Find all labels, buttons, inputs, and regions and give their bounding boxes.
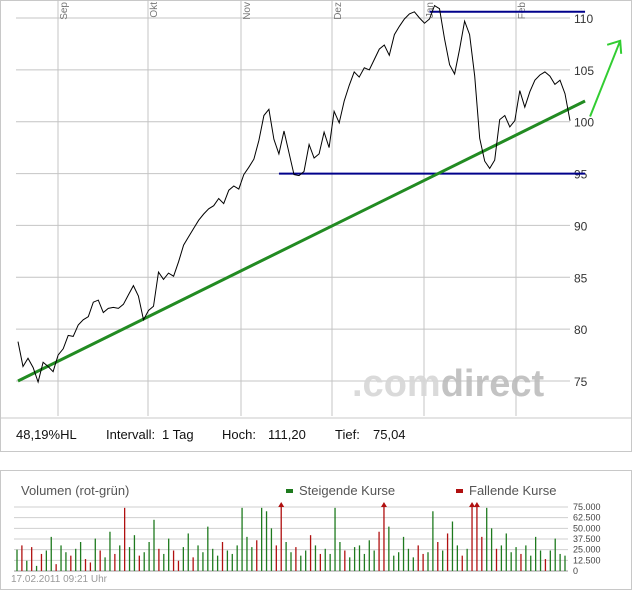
volume-overflow-marker	[278, 502, 285, 507]
logo-com: .com	[352, 363, 441, 405]
high-value: 111,20	[268, 427, 306, 442]
price-tick-label: 85	[574, 271, 588, 285]
price-y-ticks: 7580859095100105110	[574, 12, 594, 389]
month-labels: Sep Okt Nov Dez Jan Feb	[59, 2, 528, 20]
legend-falling-swatch	[456, 489, 463, 493]
month-label: Okt	[149, 2, 160, 18]
volume-tick-label: 50.000	[573, 523, 601, 533]
month-label: Feb	[517, 2, 528, 20]
price-series-line	[17, 4, 571, 384]
price-tick-label: 100	[574, 116, 594, 130]
volume-tick-label: 75.000	[573, 502, 601, 512]
low-value: 75,04	[373, 427, 406, 442]
logo-direct: direct	[441, 363, 545, 405]
month-label: Nov	[242, 2, 253, 20]
price-lines	[17, 4, 623, 384]
volume-overflow-marker	[469, 502, 476, 507]
range-text: 48,19%HL	[16, 427, 77, 442]
volume-tick-label: 62.500	[573, 513, 601, 523]
target-arrow-head	[606, 39, 623, 54]
volume-title: Volumen (rot-grün)	[21, 483, 129, 498]
comdirect-logo: .comdirect	[352, 363, 545, 405]
target-arrow-shaft	[589, 40, 622, 117]
interval-label: Intervall:	[106, 427, 155, 442]
volume-chart-panel: Volumen (rot-grün) Steigende Kurse Falle…	[0, 470, 632, 590]
volume-overflow-marker	[380, 502, 387, 507]
price-grid	[16, 0, 570, 416]
low-label: Tief:	[335, 427, 360, 442]
month-label: Dez	[333, 2, 344, 20]
price-tick-label: 90	[574, 219, 588, 233]
month-label: Sep	[59, 2, 70, 20]
high-label: Hoch:	[222, 427, 256, 442]
volume-tick-label: 25.000	[573, 545, 601, 555]
trend-line	[17, 99, 586, 383]
svg-text:.comdirect: .comdirect	[352, 363, 545, 405]
legend-rising-swatch	[286, 489, 293, 493]
volume-overflow-marker	[473, 502, 480, 507]
volume-bars	[16, 502, 566, 571]
timestamp: 17.02.2011 09:21 Uhr	[11, 574, 108, 585]
price-tick-label: 105	[574, 64, 594, 78]
price-chart-frame	[0, 0, 632, 452]
legend-falling-label: Fallende Kurse	[469, 483, 556, 498]
legend-rising-label: Steigende Kurse	[299, 483, 395, 498]
month-label: Jan	[425, 2, 436, 18]
price-tick-label: 75	[574, 375, 588, 389]
volume-tick-label: 37.500	[573, 534, 601, 544]
price-tick-label: 80	[574, 323, 588, 337]
interval-value: 1 Tag	[162, 427, 194, 442]
volume-tick-label: 12.500	[573, 555, 601, 565]
volume-tick-label: 0	[573, 566, 578, 576]
volume-chart: Volumen (rot-grün) Steigende Kurse Falle…	[0, 470, 632, 590]
price-tick-label: 110	[574, 12, 593, 26]
